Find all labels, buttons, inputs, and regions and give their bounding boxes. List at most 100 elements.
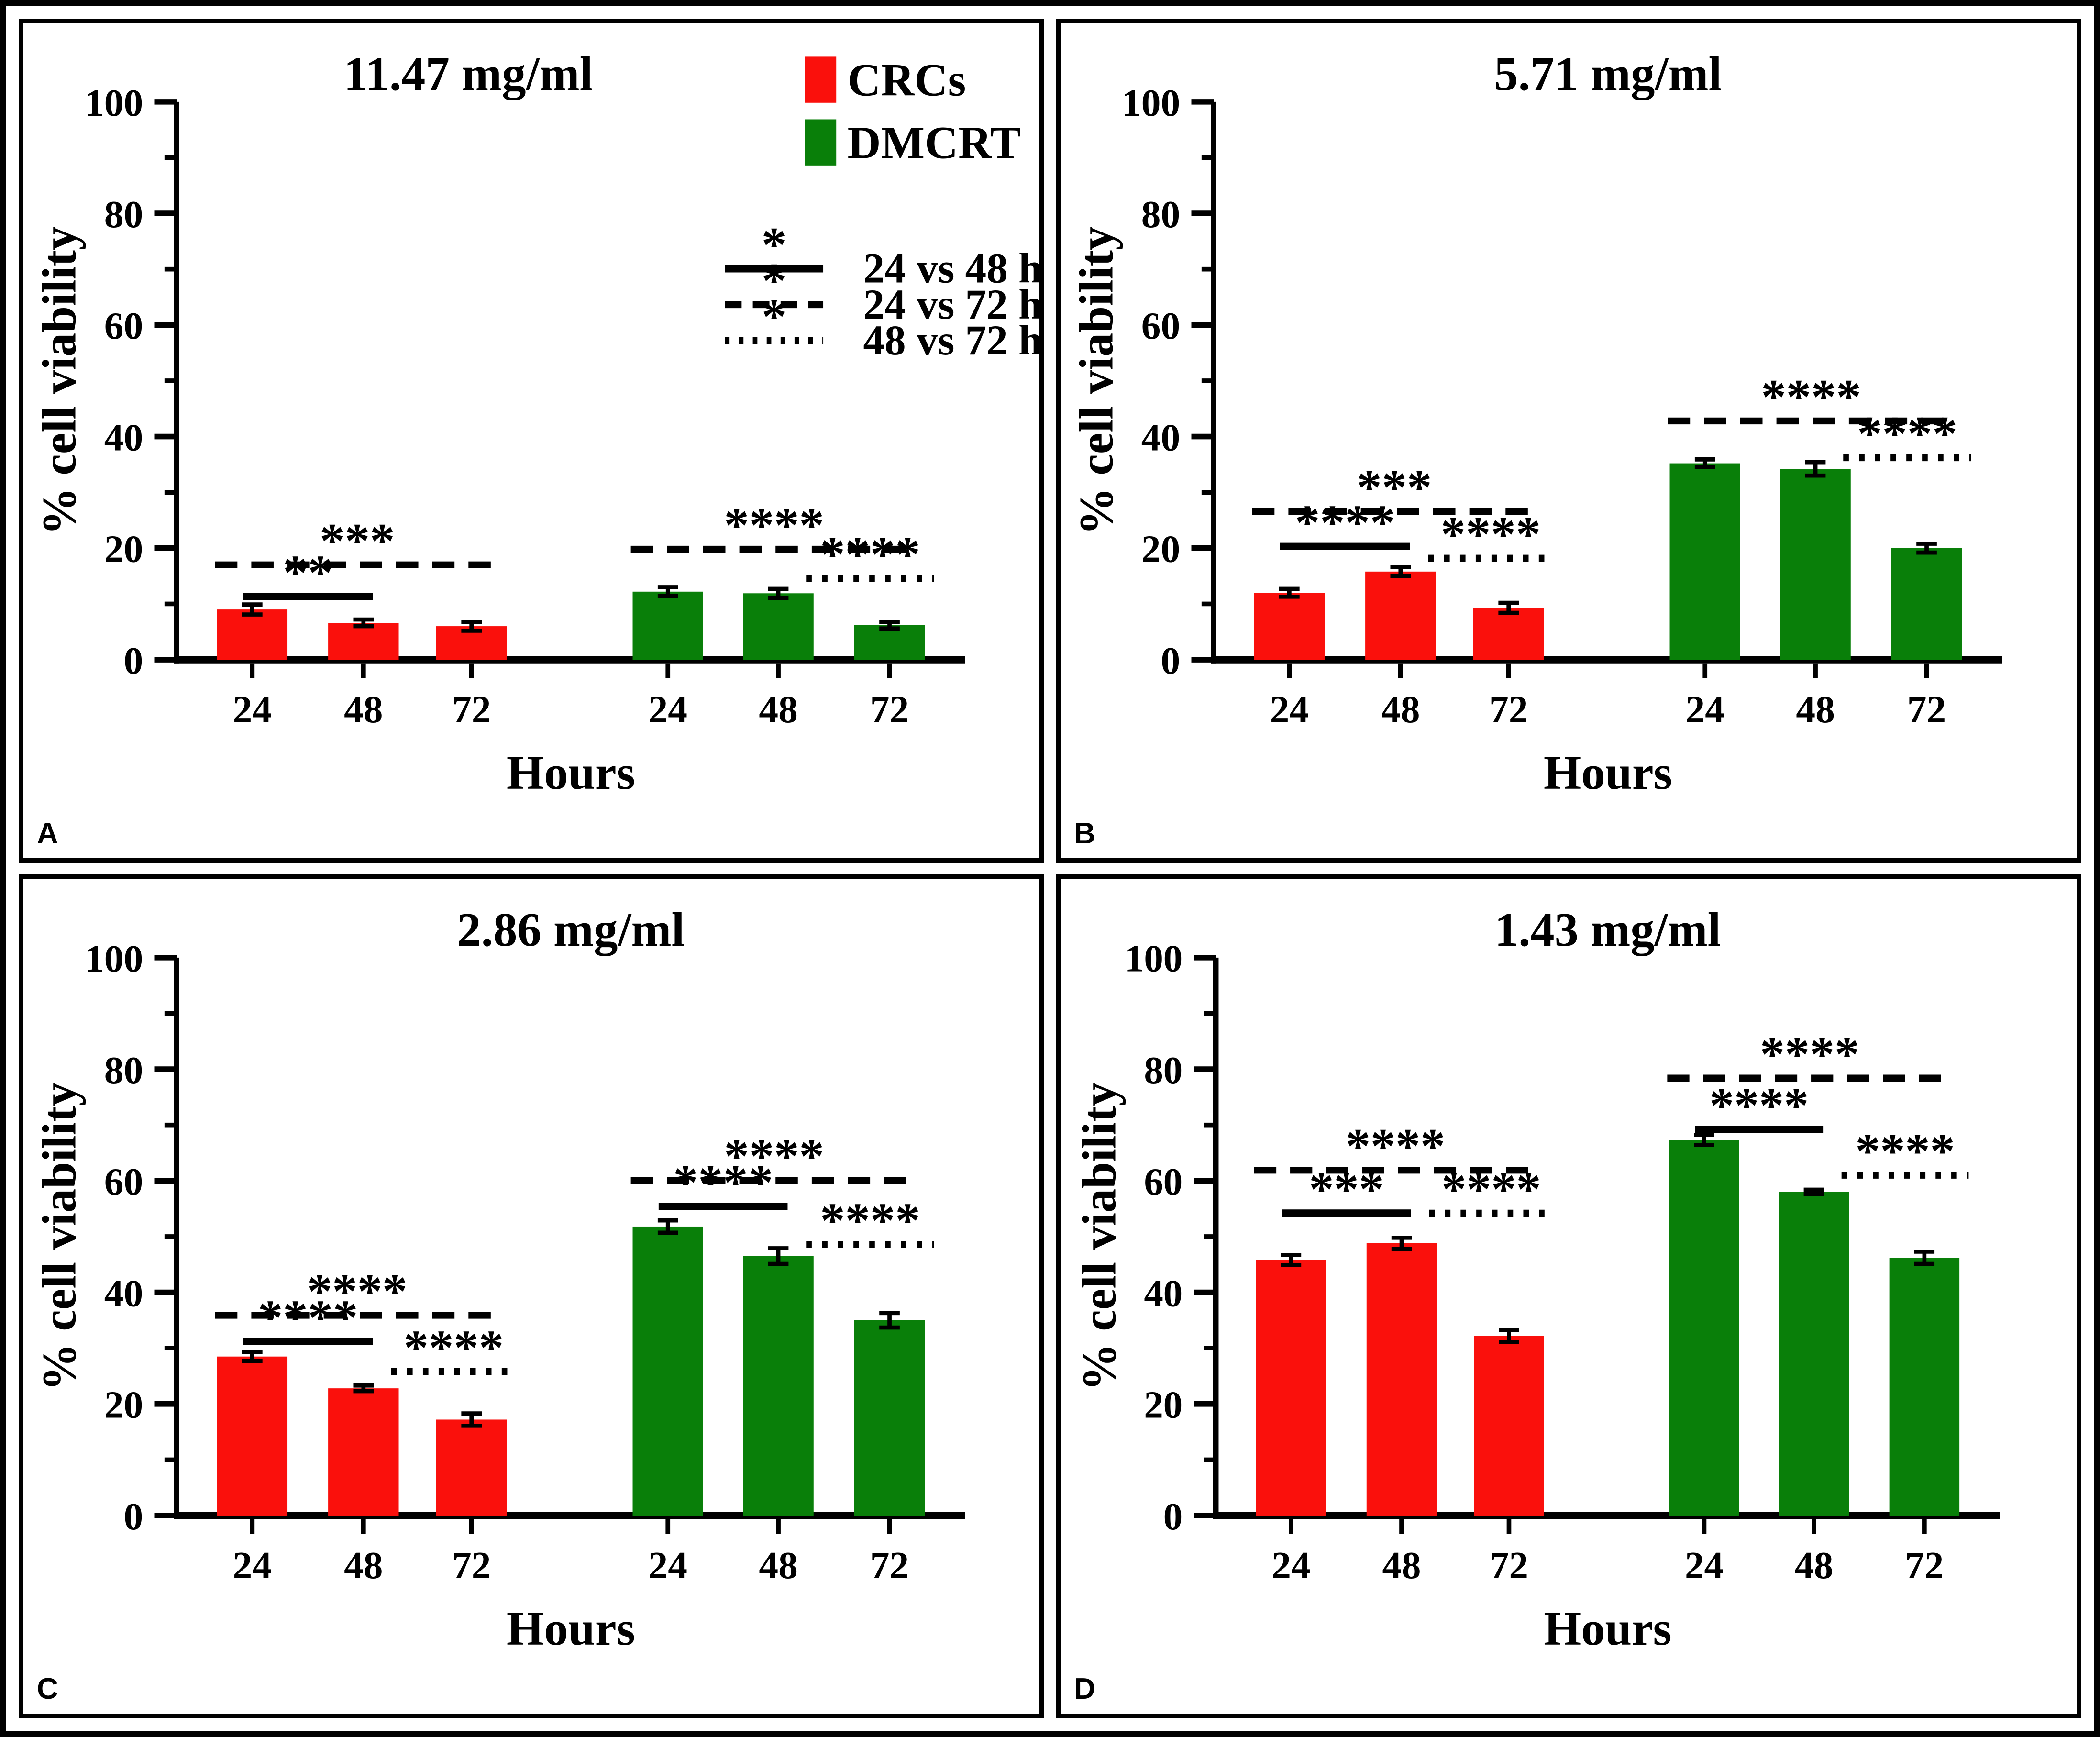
bar-CRCs-48h [328, 623, 399, 660]
y-tick-label: 60 [1141, 304, 1180, 347]
sig-stars: **** [820, 1193, 920, 1248]
panel-title: 5.71 mg/ml [1494, 47, 1722, 100]
sig-stars: **** [724, 1128, 824, 1184]
y-tick-label: 60 [1144, 1160, 1183, 1203]
bar-DMCRT-48h [743, 1256, 814, 1516]
line-legend-stars: * [762, 217, 786, 273]
chart-A: 0 20 40 60 80 100 % cell viability 11.47 mg/ml 2… [32, 47, 1039, 799]
line-legend-stars: * [762, 289, 786, 344]
y-tick-label: 80 [104, 193, 143, 236]
y-tick-label: 0 [1163, 1494, 1183, 1538]
panel-title: 1.43 mg/ml [1494, 903, 1721, 956]
sig-stars: *** [320, 513, 395, 569]
sig-stars: **** [1857, 406, 1957, 462]
y-tick-label: 100 [85, 81, 143, 124]
x-tick-label: 24 [649, 688, 687, 731]
line-legend-label: 24 vs 72 h [863, 281, 1039, 328]
bar-DMCRT-24h [632, 591, 703, 660]
bar-DMCRT-48h [1780, 469, 1851, 660]
bar-CRCs-24h [217, 609, 288, 660]
y-tick-label: 80 [1141, 193, 1180, 236]
x-tick-label: 48 [1794, 1544, 1833, 1587]
x-tick-label: 72 [452, 688, 491, 731]
x-tick-label: 72 [1905, 1544, 1944, 1587]
bar-CRCs-72h [1474, 1336, 1544, 1516]
y-tick-label: 40 [1141, 416, 1180, 459]
y-tick-label: 20 [104, 528, 143, 571]
chart-B: 0 20 40 60 80 100 % cell viability 5.71 mg/ml 24… [1069, 47, 2002, 799]
panel-title: 2.86 mg/ml [457, 903, 685, 956]
bar-DMCRT-24h [632, 1226, 703, 1516]
y-tick-label: 100 [1125, 937, 1183, 980]
x-tick-label: 72 [870, 1544, 909, 1587]
x-tick-label: 48 [1381, 688, 1420, 731]
panel-letter-A: A [37, 817, 58, 850]
x-axis-title: Hours [507, 1602, 635, 1655]
sig-stars: **** [1761, 369, 1861, 425]
sig-stars: **** [1295, 495, 1395, 550]
panel-C: 0 20 40 60 80 100 % cell viability 2.86 mg/ml 24… [19, 874, 1044, 1718]
y-axis-title: % cell viability [32, 226, 86, 535]
y-tick-label: 0 [123, 639, 143, 682]
y-tick-label: 60 [104, 1160, 143, 1203]
x-tick-label: 48 [1382, 1544, 1421, 1587]
sig-stars: *** [1357, 460, 1432, 515]
x-tick-label: 48 [344, 688, 383, 731]
sig-stars: **** [1855, 1123, 1955, 1179]
y-tick-label: 0 [123, 1495, 143, 1538]
y-tick-label: 100 [85, 937, 143, 980]
x-tick-label: 24 [649, 1544, 687, 1587]
x-tick-label: 24 [1685, 1544, 1724, 1587]
sig-stars: **** [1760, 1026, 1859, 1082]
y-tick-label: 20 [104, 1383, 143, 1426]
panel-letter-D: D [1074, 1672, 1095, 1705]
x-tick-label: 48 [1796, 688, 1835, 731]
legend-label: CRCs [847, 55, 966, 106]
chart-D: 0 20 40 60 80 100 % cell viability 1.43 mg/ml 24… [1073, 903, 2000, 1655]
x-tick-label: 72 [1490, 1544, 1528, 1587]
panel-title: 11.47 mg/ml [344, 47, 593, 100]
sig-stars: **** [1441, 507, 1541, 562]
panel-A: 0 20 40 60 80 100 % cell viability 11.47 mg/ml 2… [19, 19, 1044, 863]
sig-stars: **** [724, 498, 824, 553]
y-tick-label: 0 [1161, 639, 1180, 682]
y-tick-label: 20 [1144, 1383, 1183, 1426]
y-axis-title: % cell viability [1069, 226, 1123, 535]
bar-CRCs-72h [1473, 608, 1544, 660]
sig-stars: **** [307, 1263, 407, 1319]
line-legend-label: 48 vs 72 h [863, 317, 1039, 364]
y-tick-label: 40 [1144, 1272, 1183, 1315]
legend-label: DMCRT [847, 117, 1021, 168]
bar-DMCRT-72h [1889, 1257, 1960, 1516]
sig-stars: **** [820, 527, 920, 582]
panel-D: 0 20 40 60 80 100 % cell viability 1.43 mg/ml 24… [1056, 874, 2081, 1718]
x-tick-label: 24 [233, 688, 272, 731]
bar-CRCs-48h [1365, 571, 1436, 660]
sig-stars: **** [404, 1320, 504, 1375]
y-tick-label: 40 [104, 416, 143, 459]
x-tick-label: 48 [759, 1544, 797, 1587]
sig-stars: **** [1709, 1077, 1809, 1133]
y-tick-label: 100 [1122, 81, 1180, 124]
x-tick-label: 72 [452, 1544, 491, 1587]
y-tick-label: 20 [1141, 528, 1180, 571]
bar-DMCRT-72h [1891, 548, 1962, 660]
bar-CRCs-48h [328, 1388, 399, 1516]
bar-DMCRT-72h [854, 1320, 925, 1516]
bar-DMCRT-72h [854, 625, 925, 660]
y-tick-label: 60 [104, 304, 143, 347]
x-axis-title: Hours [507, 746, 635, 799]
bar-DMCRT-24h [1669, 1140, 1739, 1516]
x-tick-label: 72 [870, 688, 909, 731]
y-axis-title: % cell viability [1073, 1082, 1126, 1391]
legend-swatch-CRCs [805, 56, 837, 103]
x-tick-label: 72 [1907, 688, 1946, 731]
bar-DMCRT-48h [1779, 1192, 1849, 1516]
x-tick-label: 72 [1489, 688, 1528, 731]
sig-stars: **** [1441, 1161, 1541, 1217]
x-tick-label: 48 [759, 688, 797, 731]
bar-DMCRT-24h [1669, 463, 1740, 660]
bar-CRCs-24h [1254, 593, 1325, 660]
panel-B: 0 20 40 60 80 100 % cell viability 5.71 mg/ml 24… [1056, 19, 2081, 863]
